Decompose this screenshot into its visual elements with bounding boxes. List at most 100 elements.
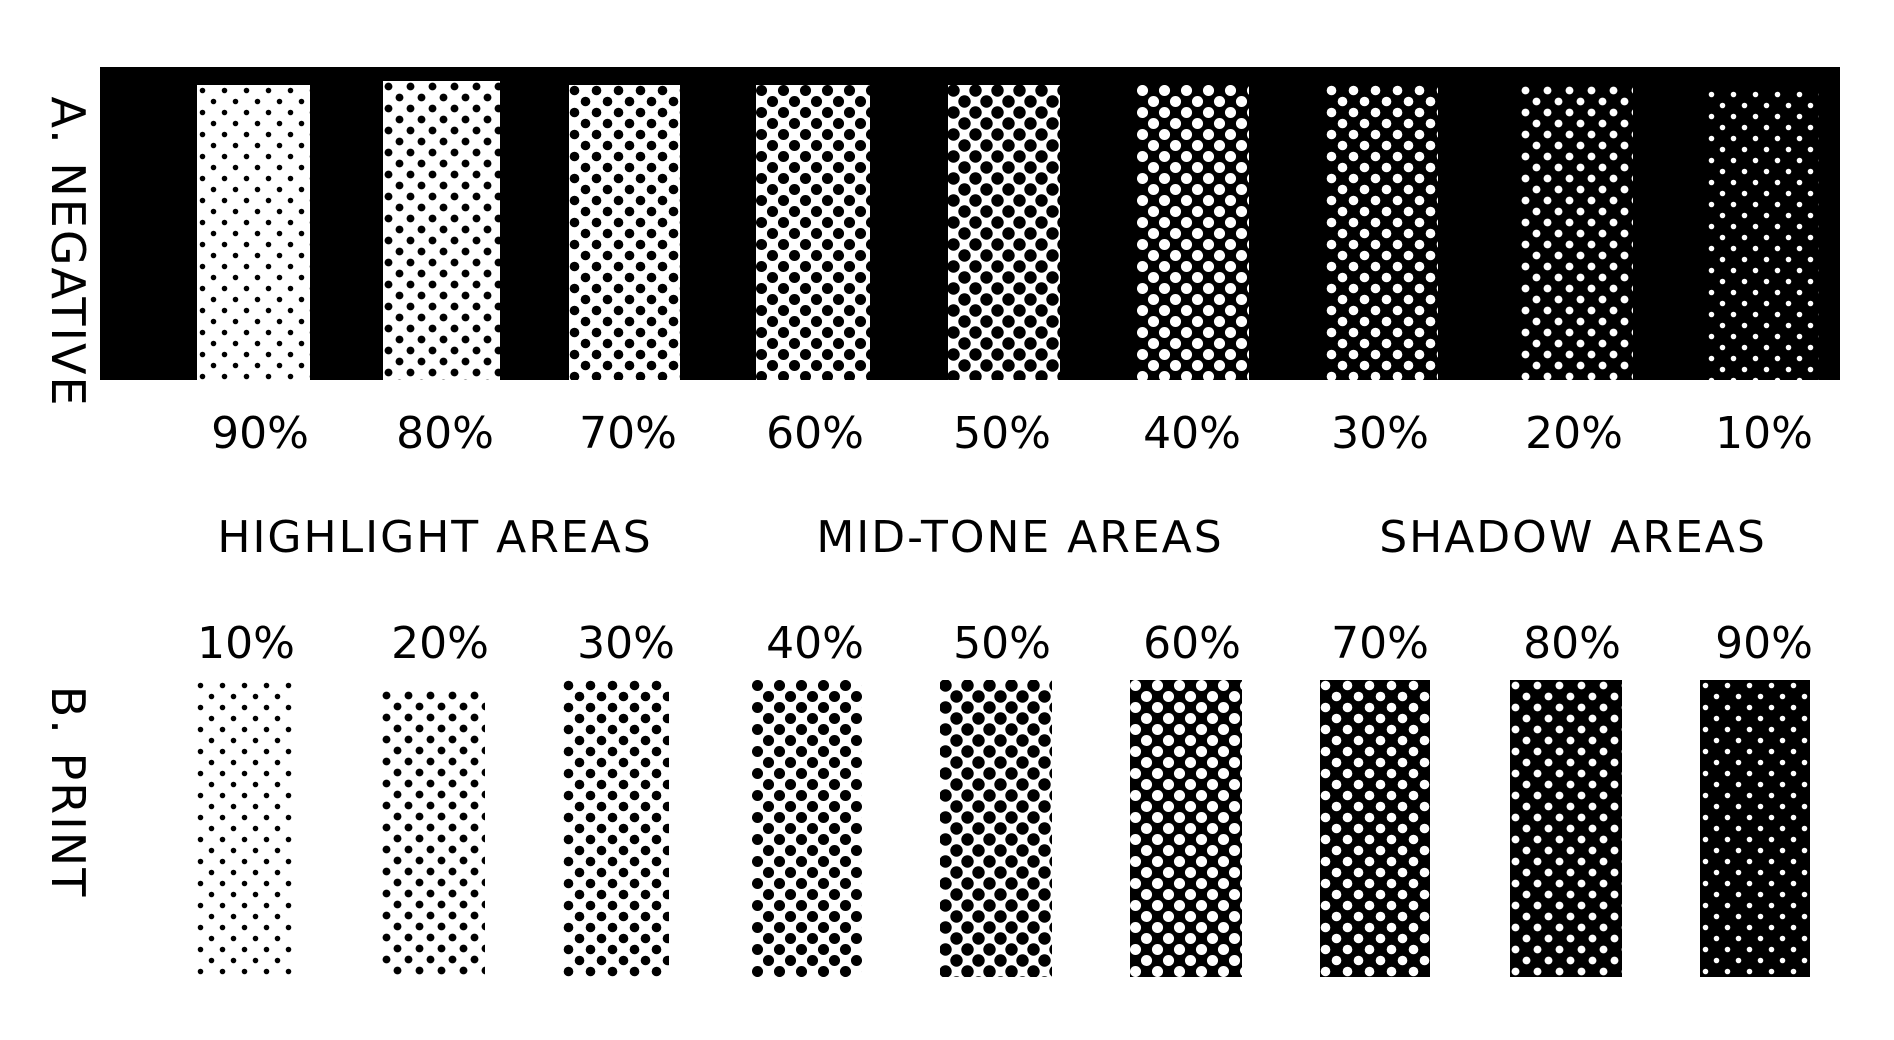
halftone-dot bbox=[1337, 272, 1348, 283]
halftone-dot bbox=[1184, 690, 1197, 703]
halftone-dot bbox=[679, 308, 680, 313]
halftone-dot bbox=[1359, 250, 1370, 261]
halftone-dot bbox=[821, 348, 834, 361]
halftone-dot bbox=[850, 888, 862, 901]
halftone-dot bbox=[1130, 723, 1142, 736]
halftone-dot bbox=[1768, 902, 1775, 909]
halftone-dot bbox=[197, 880, 204, 887]
halftone-dot bbox=[450, 368, 459, 377]
halftone-dot bbox=[1631, 263, 1633, 270]
halftone-dot bbox=[1211, 976, 1214, 977]
halftone-dot bbox=[1331, 779, 1342, 790]
halftone-dot bbox=[1381, 184, 1392, 195]
halftone-dot bbox=[817, 811, 830, 824]
halftone-dot bbox=[230, 957, 237, 964]
halftone-dot bbox=[1746, 924, 1753, 931]
halftone-dot bbox=[1414, 371, 1425, 380]
halftone-dot bbox=[1790, 682, 1797, 689]
halftone-dot bbox=[1151, 943, 1164, 956]
halftone-dot bbox=[1763, 212, 1770, 219]
halftone-dot bbox=[1235, 315, 1248, 328]
halftone-dot bbox=[1543, 350, 1552, 359]
halftone-dot bbox=[1719, 344, 1726, 351]
halftone-dot bbox=[1348, 195, 1359, 206]
halftone-dot bbox=[832, 95, 845, 108]
halftone-dot bbox=[1147, 95, 1160, 108]
halftone-dot bbox=[854, 139, 867, 152]
halftone-dot bbox=[1511, 857, 1520, 866]
halftone-dot bbox=[810, 139, 823, 152]
halftone-dot bbox=[1320, 944, 1331, 955]
halftone-dot bbox=[276, 274, 283, 281]
halftone-dot bbox=[591, 349, 602, 360]
halftone-dot bbox=[1038, 734, 1051, 747]
halftone-dot bbox=[1191, 315, 1204, 328]
halftone-dot bbox=[393, 790, 402, 799]
halftone-dot bbox=[865, 327, 870, 338]
halftone-dot bbox=[1016, 866, 1029, 879]
halftone-dot bbox=[607, 768, 618, 779]
halftone-dot bbox=[1392, 217, 1403, 228]
halftone-dot bbox=[828, 954, 841, 967]
halftone-dot bbox=[1213, 183, 1226, 196]
halftone-dot bbox=[1533, 901, 1542, 910]
halftone-dot bbox=[1724, 726, 1731, 733]
halftone-dot bbox=[1544, 736, 1553, 745]
halftone-dot bbox=[1337, 360, 1348, 371]
halftone-dot bbox=[832, 161, 845, 174]
halftone-dot bbox=[980, 139, 993, 152]
halftone-dot bbox=[1735, 935, 1742, 942]
halftone-dot bbox=[1599, 923, 1608, 932]
halftone-dot bbox=[241, 792, 248, 799]
halftone-dot bbox=[668, 360, 679, 371]
halftone-dot bbox=[596, 779, 607, 790]
halftone-dot bbox=[679, 374, 680, 379]
halftone-dot bbox=[1621, 903, 1622, 908]
halftone-dot bbox=[1752, 355, 1759, 362]
halftone-dot bbox=[197, 902, 204, 909]
halftone-dot bbox=[382, 735, 391, 744]
halftone-dot bbox=[580, 118, 591, 129]
halftone-dot bbox=[1785, 300, 1792, 307]
halftone-dot bbox=[406, 104, 415, 113]
halftone-dot bbox=[1577, 835, 1586, 844]
halftone-dot bbox=[1342, 790, 1353, 801]
halftone-dot bbox=[958, 271, 971, 284]
halftone-dot bbox=[817, 723, 830, 736]
halftone-dot bbox=[384, 368, 393, 377]
halftone-dot bbox=[1342, 724, 1353, 735]
halftone-dot bbox=[828, 778, 841, 791]
halftone-dot bbox=[404, 757, 413, 766]
halftone-dot bbox=[415, 966, 424, 975]
halftone-dot bbox=[406, 324, 415, 333]
halftone-dot bbox=[1013, 282, 1026, 295]
halftone-dot bbox=[1206, 910, 1219, 923]
halftone-dot bbox=[961, 899, 974, 912]
halftone-dot bbox=[263, 792, 270, 799]
halftone-dot bbox=[199, 329, 206, 336]
halftone-dot bbox=[1735, 847, 1742, 854]
halftone-dot bbox=[1342, 680, 1353, 691]
halftone-dot bbox=[839, 723, 852, 736]
halftone-dot bbox=[1140, 844, 1153, 857]
halftone-dot bbox=[1375, 691, 1386, 702]
halftone-dot bbox=[219, 858, 226, 865]
halftone-dot bbox=[298, 164, 305, 171]
halftone-dot bbox=[1213, 117, 1226, 130]
halftone-dot bbox=[1386, 790, 1397, 801]
halftone-dot bbox=[839, 855, 852, 868]
halftone-dot bbox=[657, 195, 668, 206]
halftone-dot bbox=[1370, 217, 1381, 228]
halftone-dot bbox=[607, 966, 618, 977]
halftone-dot bbox=[1158, 128, 1171, 141]
halftone-dot bbox=[1381, 162, 1392, 173]
halftone-dot bbox=[241, 814, 248, 821]
halftone-dot bbox=[1169, 95, 1182, 108]
halftone-dot bbox=[415, 746, 424, 755]
halftone-dot bbox=[417, 357, 426, 366]
halftone-dot bbox=[1233, 976, 1236, 977]
halftone-dot bbox=[1370, 107, 1381, 118]
halftone-dot bbox=[865, 129, 870, 140]
halftone-dot bbox=[406, 148, 415, 157]
halftone-dot bbox=[850, 910, 862, 923]
